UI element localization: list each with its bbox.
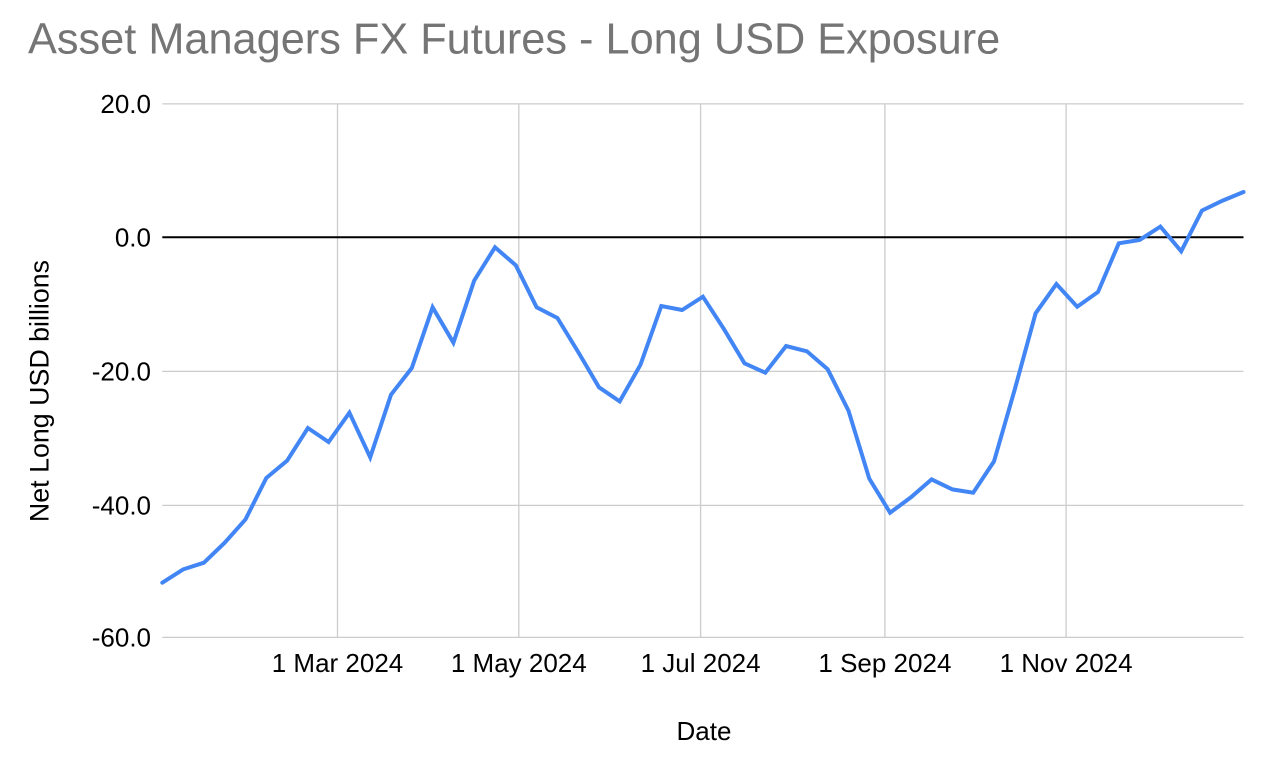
svg-text:1 Sep 2024: 1 Sep 2024	[818, 648, 951, 678]
svg-text:1 Nov 2024: 1 Nov 2024	[1000, 648, 1133, 678]
svg-text:Net Long USD billions: Net Long USD billions	[25, 260, 55, 522]
svg-text:Asset Managers FX Futures - Lo: Asset Managers FX Futures - Long USD Exp…	[28, 16, 1000, 64]
svg-text:20.0: 20.0	[100, 89, 151, 119]
svg-text:1 Jul 2024: 1 Jul 2024	[641, 648, 761, 678]
svg-text:Date: Date	[677, 716, 732, 746]
svg-text:0.0: 0.0	[115, 223, 151, 253]
svg-text:-60.0: -60.0	[92, 623, 151, 653]
svg-text:1 Mar 2024: 1 Mar 2024	[272, 648, 404, 678]
svg-text:-20.0: -20.0	[92, 357, 151, 387]
svg-text:1 May 2024: 1 May 2024	[451, 648, 587, 678]
svg-text:-40.0: -40.0	[92, 491, 151, 521]
